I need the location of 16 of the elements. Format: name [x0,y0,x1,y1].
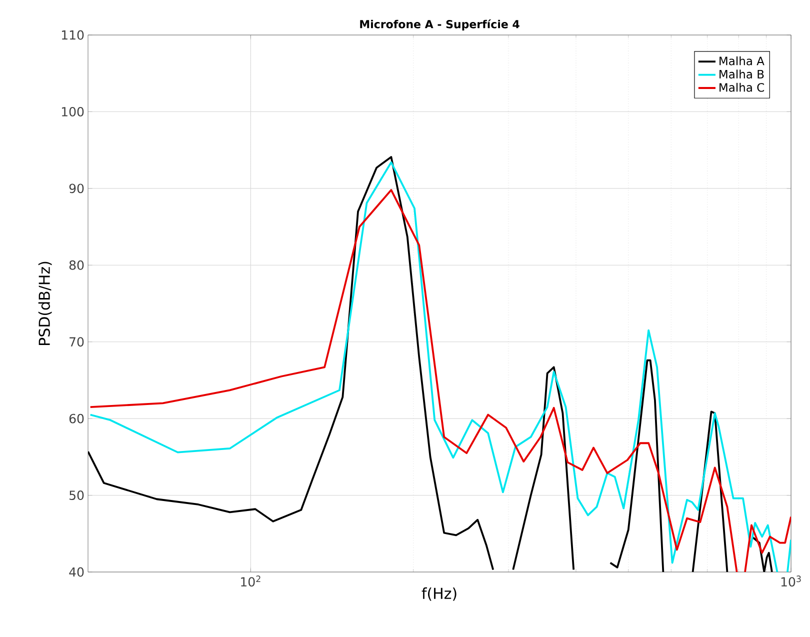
y-axis-title: PSD(dB/Hz) [38,262,52,345]
y-tick-label: 70 [70,337,84,347]
y-tick-label: 80 [69,260,84,270]
y-tick-label: 50 [70,490,84,500]
legend-label: Malha B [720,70,764,79]
y-tick-label: 60 [69,414,84,424]
x-axis-title: f(Hz) [422,587,456,601]
legend-label: Malha A [720,56,764,66]
y-tick-label: 40 [69,567,84,577]
y-tick-label: 110 [62,30,84,40]
x-tick-label: 10$^{2}$ [241,576,260,587]
y-tick-label: 100 [62,106,84,116]
legend-label: Malha C [720,82,764,92]
x-tick-label: 10$^{3}$ [781,576,801,587]
y-tick-label: 90 [69,184,84,194]
chart-title: Microfone A - Superfície 4 [360,19,520,30]
